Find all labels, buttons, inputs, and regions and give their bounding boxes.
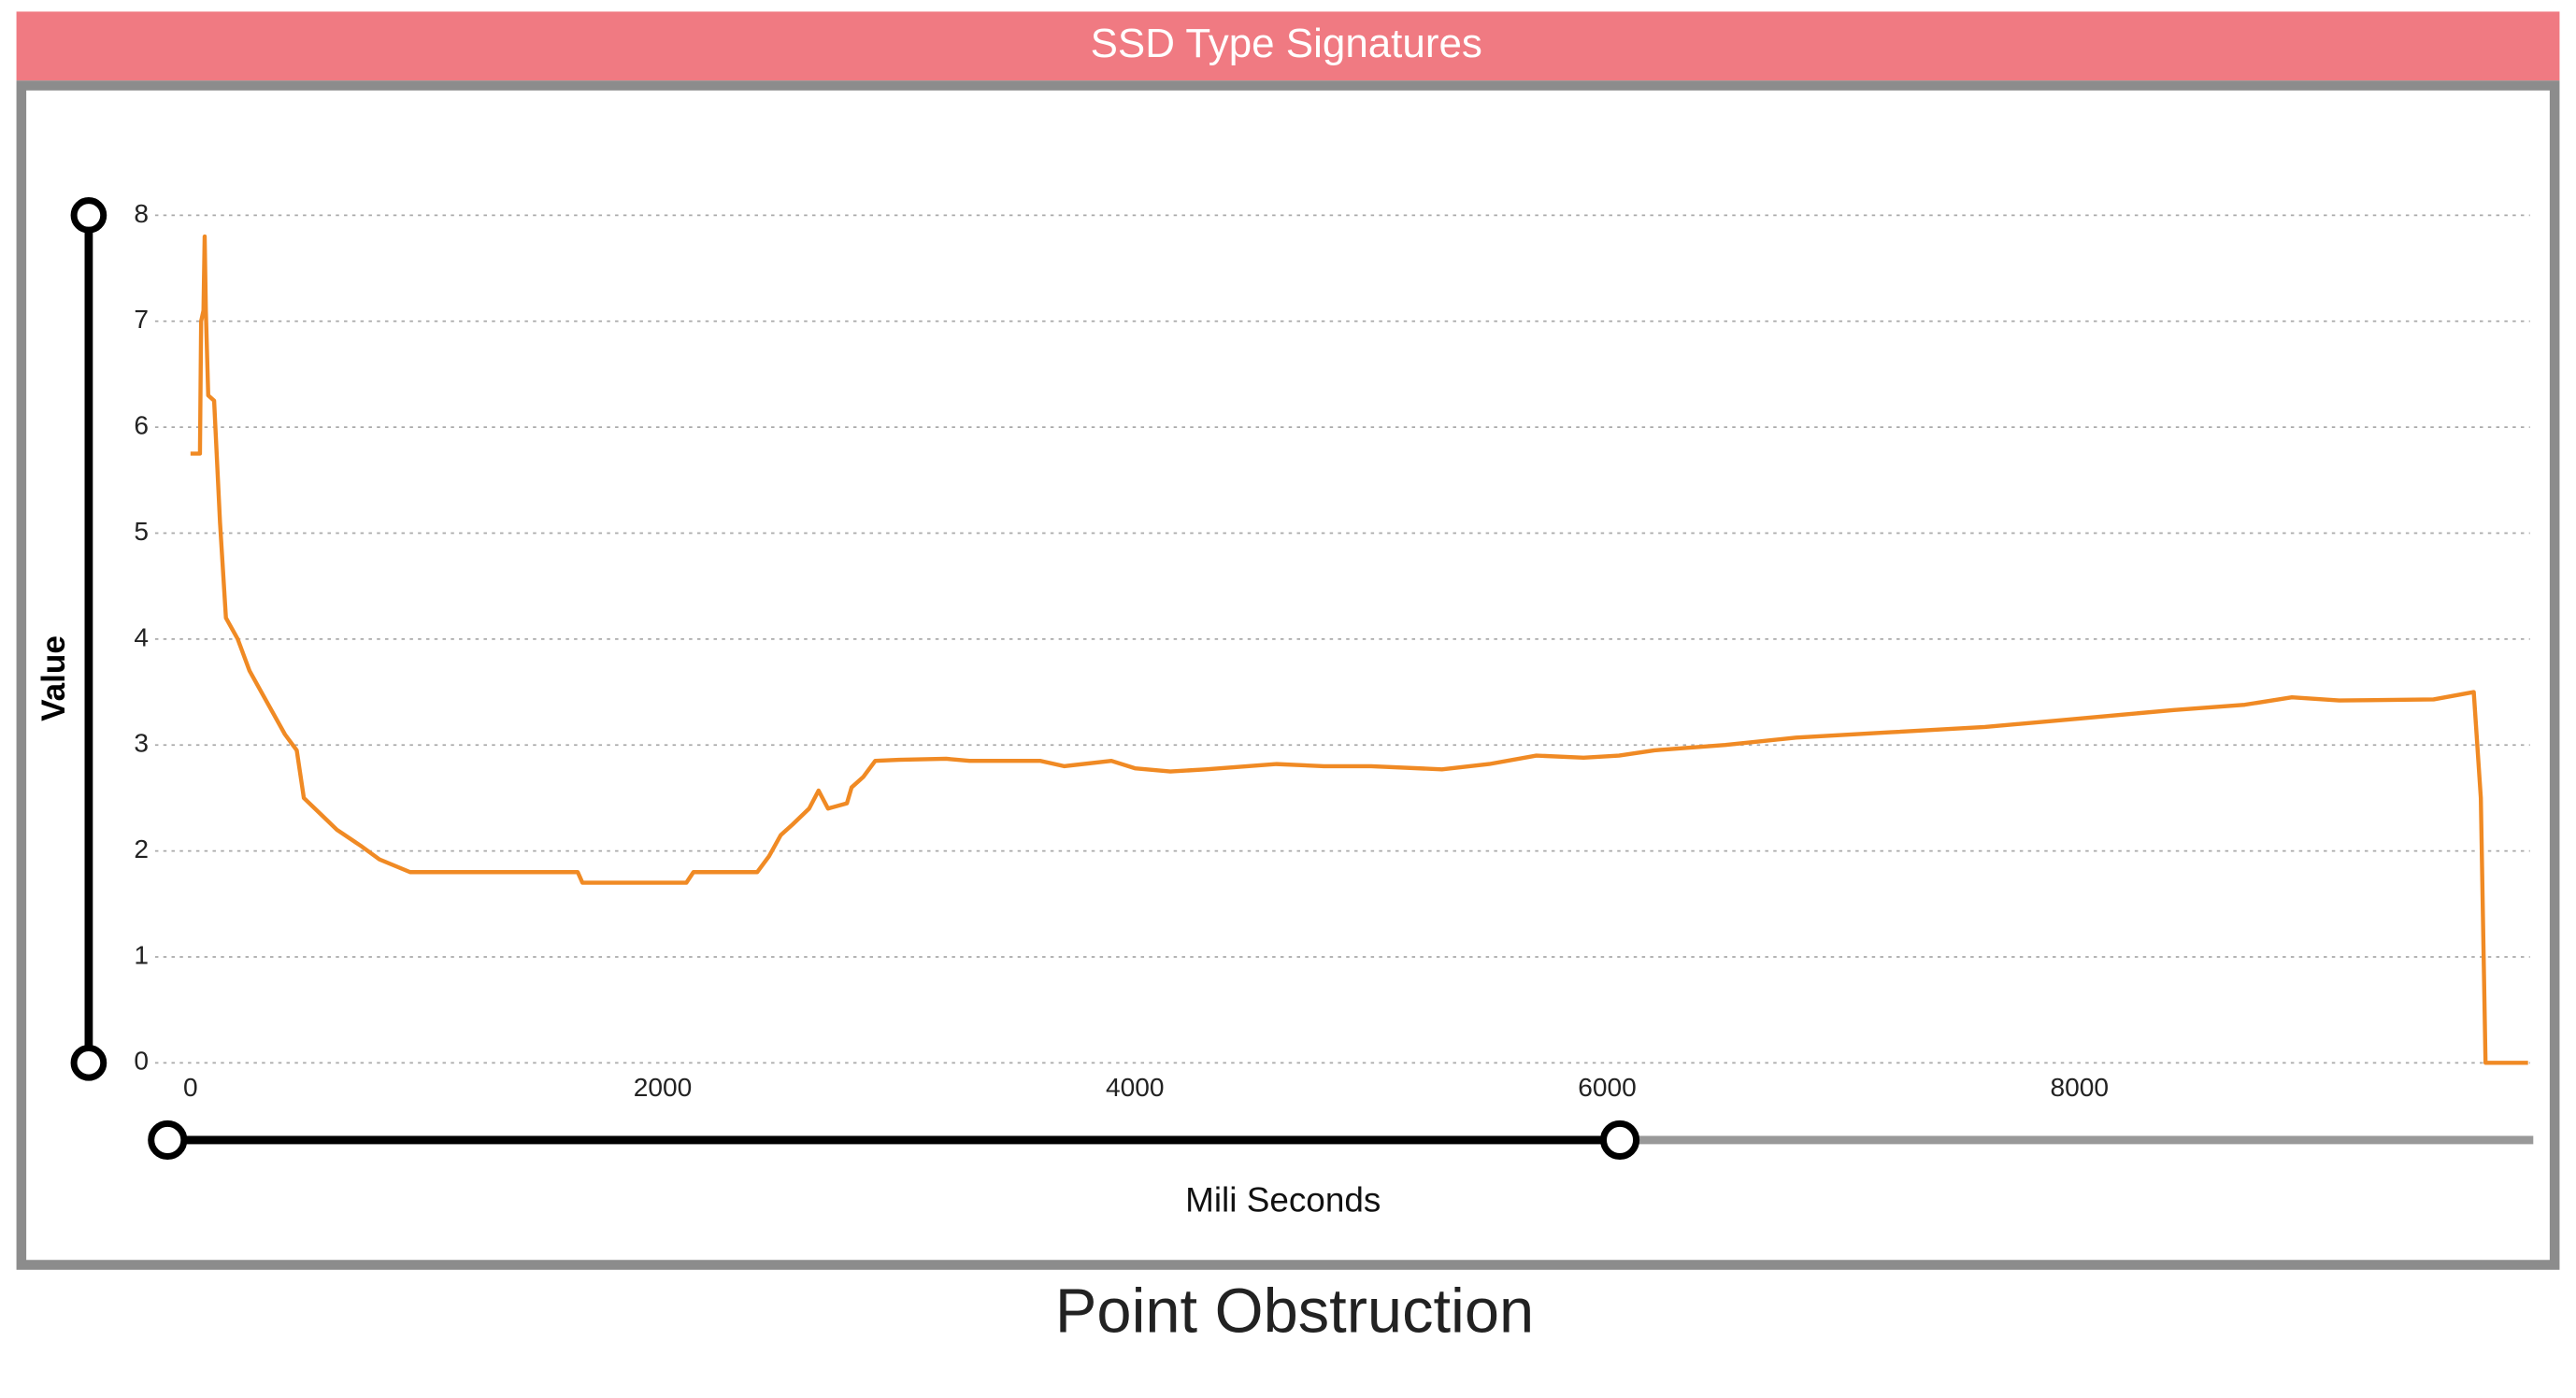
y-tick-label: 3 <box>134 729 149 758</box>
y-tick-label: 1 <box>134 940 149 969</box>
y-slider-handle[interactable] <box>70 197 107 234</box>
y-tick-label: 8 <box>134 199 149 228</box>
y-slider-handle[interactable] <box>70 1044 107 1081</box>
x-slider-handle[interactable] <box>1599 1120 1640 1161</box>
x-tick-label: 6000 <box>1578 1073 1637 1102</box>
y-tick-label: 4 <box>134 622 149 651</box>
x-tick-label: 2000 <box>634 1073 693 1102</box>
x-tick-label: 0 <box>183 1073 198 1102</box>
y-tick-label: 0 <box>134 1047 149 1076</box>
x-axis-label: Mili Seconds <box>1185 1180 1381 1219</box>
caption: Point Obstruction <box>1055 1277 1534 1347</box>
y-tick-label: 6 <box>134 411 149 440</box>
title-bar <box>16 11 2560 81</box>
data-line <box>190 234 2528 1065</box>
y-tick-label: 7 <box>134 305 149 334</box>
x-slider-handle[interactable] <box>148 1120 188 1161</box>
chart-frame <box>16 80 2560 1270</box>
y-tick-label: 2 <box>134 835 149 863</box>
chart-title: SSD Type Signatures <box>1091 21 1482 66</box>
x-tick-label: 4000 <box>1106 1073 1165 1102</box>
y-tick-label: 5 <box>134 517 149 546</box>
x-tick-label: 8000 <box>2050 1073 2109 1102</box>
y-axis-label: Value <box>36 635 72 721</box>
